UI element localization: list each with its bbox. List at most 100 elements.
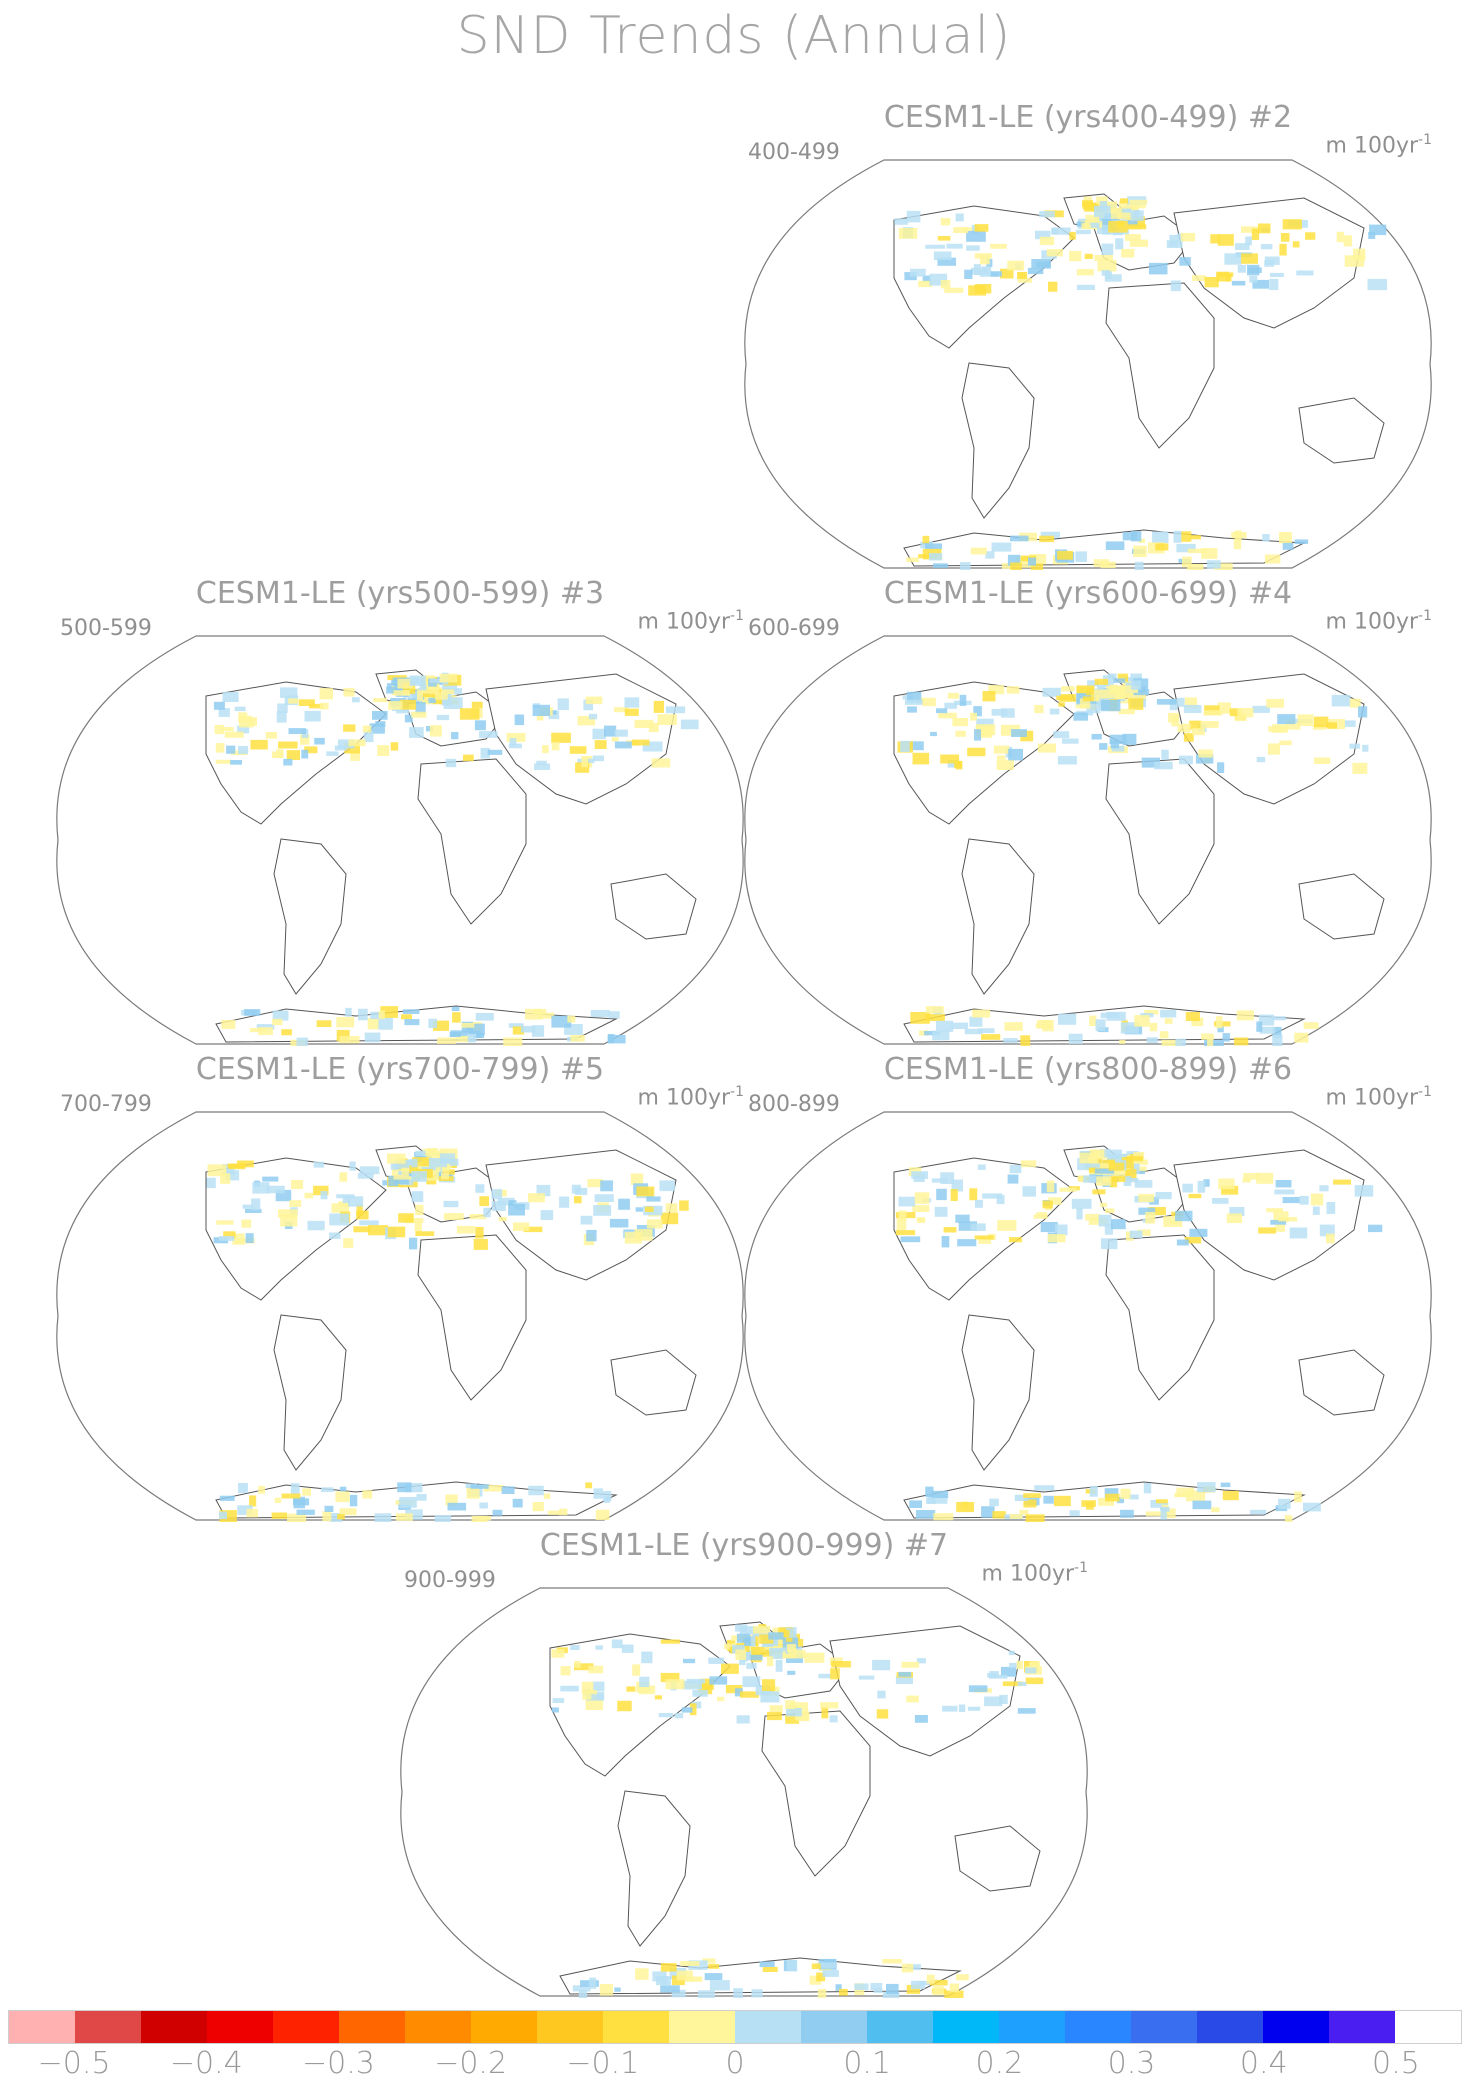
- snow-trend-cell: [551, 732, 571, 743]
- snow-trend-cell: [1100, 1202, 1108, 1208]
- snow-trend-cell: [1055, 1224, 1068, 1236]
- snow-trend-cell: [940, 754, 960, 764]
- snow-trend-cell: [1177, 697, 1185, 707]
- snow-trend-cell: [657, 714, 677, 725]
- snow-trend-cell: [1201, 548, 1218, 559]
- snow-trend-cell: [1000, 268, 1014, 279]
- snow-trend-cell: [872, 1659, 891, 1671]
- snow-trend-cell: [411, 1191, 424, 1202]
- snow-trend-cell: [559, 1508, 568, 1516]
- snow-trend-cell: [926, 1497, 936, 1504]
- snow-trend-cell: [1156, 699, 1177, 705]
- snow-trend-cell: [1273, 1211, 1289, 1223]
- snow-trend-cell: [214, 724, 224, 735]
- snow-trend-cell: [1134, 561, 1144, 570]
- snow-trend-cell: [762, 1967, 778, 1972]
- snow-trend-cell: [594, 740, 607, 749]
- snow-trend-cell: [1122, 733, 1137, 745]
- world-map: [400, 1587, 1088, 1998]
- snow-trend-cell: [617, 1700, 632, 1712]
- snow-trend-cell: [402, 1009, 420, 1014]
- snow-trend-cell: [483, 1207, 491, 1218]
- snow-trend-cell: [343, 724, 356, 732]
- snow-trend-cell: [443, 697, 463, 709]
- snow-trend-cell: [624, 708, 639, 716]
- snow-trend-cell: [682, 1680, 702, 1690]
- snow-trend-cell: [336, 1017, 355, 1028]
- snow-trend-cell: [660, 1212, 679, 1225]
- snow-trend-cell: [992, 1511, 1006, 1519]
- snow-trend-cell: [422, 1148, 430, 1156]
- snow-trend-cell: [1182, 556, 1192, 568]
- snow-trend-cell: [974, 1235, 994, 1240]
- snow-trend-cell: [514, 714, 525, 726]
- snow-trend-cell: [378, 1017, 393, 1030]
- snow-trend-cell: [1089, 1174, 1103, 1183]
- snow-trend-cell: [1221, 1185, 1239, 1195]
- snow-trend-cell: [709, 1980, 730, 1991]
- snow-trend-cell: [280, 687, 298, 698]
- snow-trend-cell: [1075, 551, 1087, 562]
- snow-trend-cell: [1107, 673, 1117, 680]
- snow-trend-cell: [1098, 1497, 1114, 1506]
- snow-trend-cell: [751, 1646, 769, 1654]
- snow-trend-cell: [1224, 253, 1242, 265]
- snow-trend-cell: [216, 1220, 234, 1225]
- snow-trend-cell: [475, 1184, 485, 1193]
- snow-trend-cell: [1081, 1500, 1096, 1507]
- snow-trend-cell: [343, 1238, 354, 1248]
- snow-trend-cell: [926, 1974, 935, 1984]
- snow-trend-cell: [870, 1983, 883, 1991]
- asia-outline: [485, 1149, 677, 1281]
- snow-trend-cell: [1280, 233, 1290, 242]
- snow-trend-cell: [280, 1214, 298, 1227]
- snow-trend-cell: [302, 1488, 311, 1496]
- snow-trend-cell: [906, 210, 921, 223]
- snow-trend-cell: [924, 543, 942, 550]
- snow-trend-cell: [1009, 1514, 1023, 1519]
- snow-trend-cell: [592, 728, 606, 740]
- snow-trend-cell: [445, 758, 457, 768]
- snow-trend-cell: [1105, 1208, 1115, 1214]
- snow-trend-cell: [215, 743, 225, 753]
- snow-trend-cell: [1102, 225, 1111, 235]
- snow-trend-cell: [984, 1696, 1003, 1707]
- snow-trend-cell: [898, 1671, 912, 1677]
- snow-trend-cell: [1233, 539, 1242, 550]
- units-label: m 100yr-1: [637, 1084, 744, 1111]
- snow-trend-cell: [997, 755, 1006, 760]
- snow-trend-cell: [1294, 539, 1309, 544]
- snow-trend-cell: [409, 675, 426, 686]
- snow-trend-cell: [1002, 1681, 1023, 1687]
- snow-trend-cell: [225, 1170, 240, 1181]
- snow-trend-cell: [1071, 1198, 1092, 1209]
- snow-trend-cell: [1133, 545, 1147, 557]
- snow-trend-cell: [1089, 1015, 1097, 1026]
- snow-trend-cell: [621, 1644, 634, 1653]
- snow-trend-cell: [988, 685, 1005, 695]
- snow-trend-cell: [709, 1676, 728, 1685]
- snow-trend-cell: [1120, 1488, 1131, 1499]
- snow-trend-cell: [895, 1676, 913, 1684]
- snow-trend-cell: [1008, 748, 1023, 761]
- snow-trend-cell: [1314, 716, 1329, 728]
- snow-trend-cell: [725, 1685, 743, 1694]
- snow-trend-cell: [1138, 1207, 1156, 1215]
- snow-trend-cell: [957, 1239, 977, 1247]
- snow-trend-cell: [927, 1494, 948, 1504]
- snow-trend-cell: [739, 1626, 758, 1635]
- snow-trend-cell: [415, 1231, 435, 1236]
- snow-trend-cell: [1118, 708, 1135, 715]
- snow-trend-cell: [1039, 535, 1054, 543]
- snow-trend-cell: [1059, 1187, 1077, 1192]
- snow-trend-cell: [275, 1189, 292, 1202]
- colorbar-swatch: [207, 2011, 273, 2043]
- snow-trend-cell: [213, 701, 225, 710]
- snow-trend-cell: [1272, 724, 1288, 733]
- snow-trend-cell: [938, 712, 957, 719]
- snow-trend-cell: [1053, 731, 1070, 739]
- snow-trend-cell: [1102, 675, 1114, 687]
- colorbar-tick-label: −0.2: [434, 2046, 508, 2081]
- snow-trend-cell: [1073, 712, 1088, 721]
- snow-trend-cell: [898, 1210, 907, 1221]
